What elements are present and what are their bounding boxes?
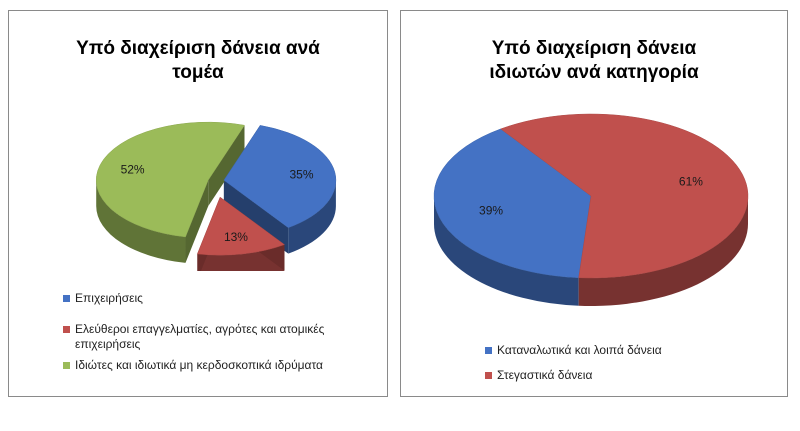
legend-swatch: [63, 326, 70, 333]
chart-title: Υπό διαχείριση δάνεια ανά τομέα: [9, 37, 387, 85]
legend-item: Επιχειρήσεις: [63, 291, 383, 306]
pie-slice-side: [434, 196, 579, 306]
legend-label: Καταναλωτικά και λοιπά δάνεια: [497, 343, 662, 357]
chart-title: Υπό διαχείριση δάνεια ιδιωτών ανά κατηγο…: [401, 37, 787, 85]
pie-slice: [196, 196, 285, 256]
pie-slice-side: [96, 180, 186, 263]
legend-item: Καταναλωτικά και λοιπά δάνεια: [485, 343, 775, 358]
legend-swatch: [485, 372, 492, 379]
legend: Καταναλωτικά και λοιπά δάνεια Στεγαστικά…: [485, 343, 775, 389]
pie-slice-cut: [208, 125, 245, 207]
legend-swatch: [63, 362, 70, 369]
chart-title-line: τομέα: [172, 62, 224, 83]
legend-label: Επιχειρήσεις: [75, 291, 143, 305]
chart-panel-sectors: Υπό διαχείριση δάνεια ανά τομέα 35% 13% 52…: [8, 10, 388, 397]
legend-item: Στεγαστικά δάνεια: [485, 368, 775, 383]
pie-slice: [96, 121, 245, 238]
pie-slice-label: 52%: [121, 162, 145, 176]
legend-label: επιχειρήσεις: [75, 337, 141, 351]
pie-slice-side: [288, 180, 336, 254]
legend-swatch: [485, 347, 492, 354]
pie-slice: [433, 128, 592, 279]
chart-title-line: Υπό διαχείριση δάνεια ανά: [76, 38, 320, 59]
pie-slice: [223, 125, 337, 228]
pie-chart-private: 39% 61%: [433, 113, 749, 307]
legend-item: Ελεύθεροι επαγγελματίες, αγρότες και ατο…: [63, 322, 383, 352]
legend-label: Ελεύθεροι επαγγελματίες, αγρότες και ατο…: [75, 322, 325, 336]
legend-label: Στεγαστικά δάνεια: [497, 368, 593, 382]
legend-item: Ιδιώτες και ιδιωτικά μη κερδοσκοπικά ιδρ…: [63, 358, 383, 373]
pie-slice: [500, 113, 749, 279]
chart-title-line: ιδιωτών ανά κατηγορία: [489, 62, 699, 83]
legend: Επιχειρήσεις Ελεύθεροι επαγγελματίες, αγ…: [63, 291, 383, 379]
pie-slice-label: 61%: [679, 175, 703, 189]
legend-label: Ιδιώτες και ιδιωτικά μη κερδοσκοπικά ιδρ…: [75, 358, 323, 372]
pie-chart-sectors: 35% 13% 52%: [96, 121, 337, 271]
legend-swatch: [63, 295, 70, 302]
chart-title-line: Υπό διαχείριση δάνεια: [491, 38, 697, 59]
pie-slice-label: 39%: [479, 203, 503, 217]
chart-panel-private: Υπό διαχείριση δάνεια ιδιωτών ανά κατηγο…: [400, 10, 788, 397]
pie-slice-side: [578, 196, 748, 307]
pie-slice-label: 13%: [224, 230, 248, 244]
pie-slice-label: 35%: [290, 168, 314, 182]
pie-slice-cut: [185, 180, 209, 263]
